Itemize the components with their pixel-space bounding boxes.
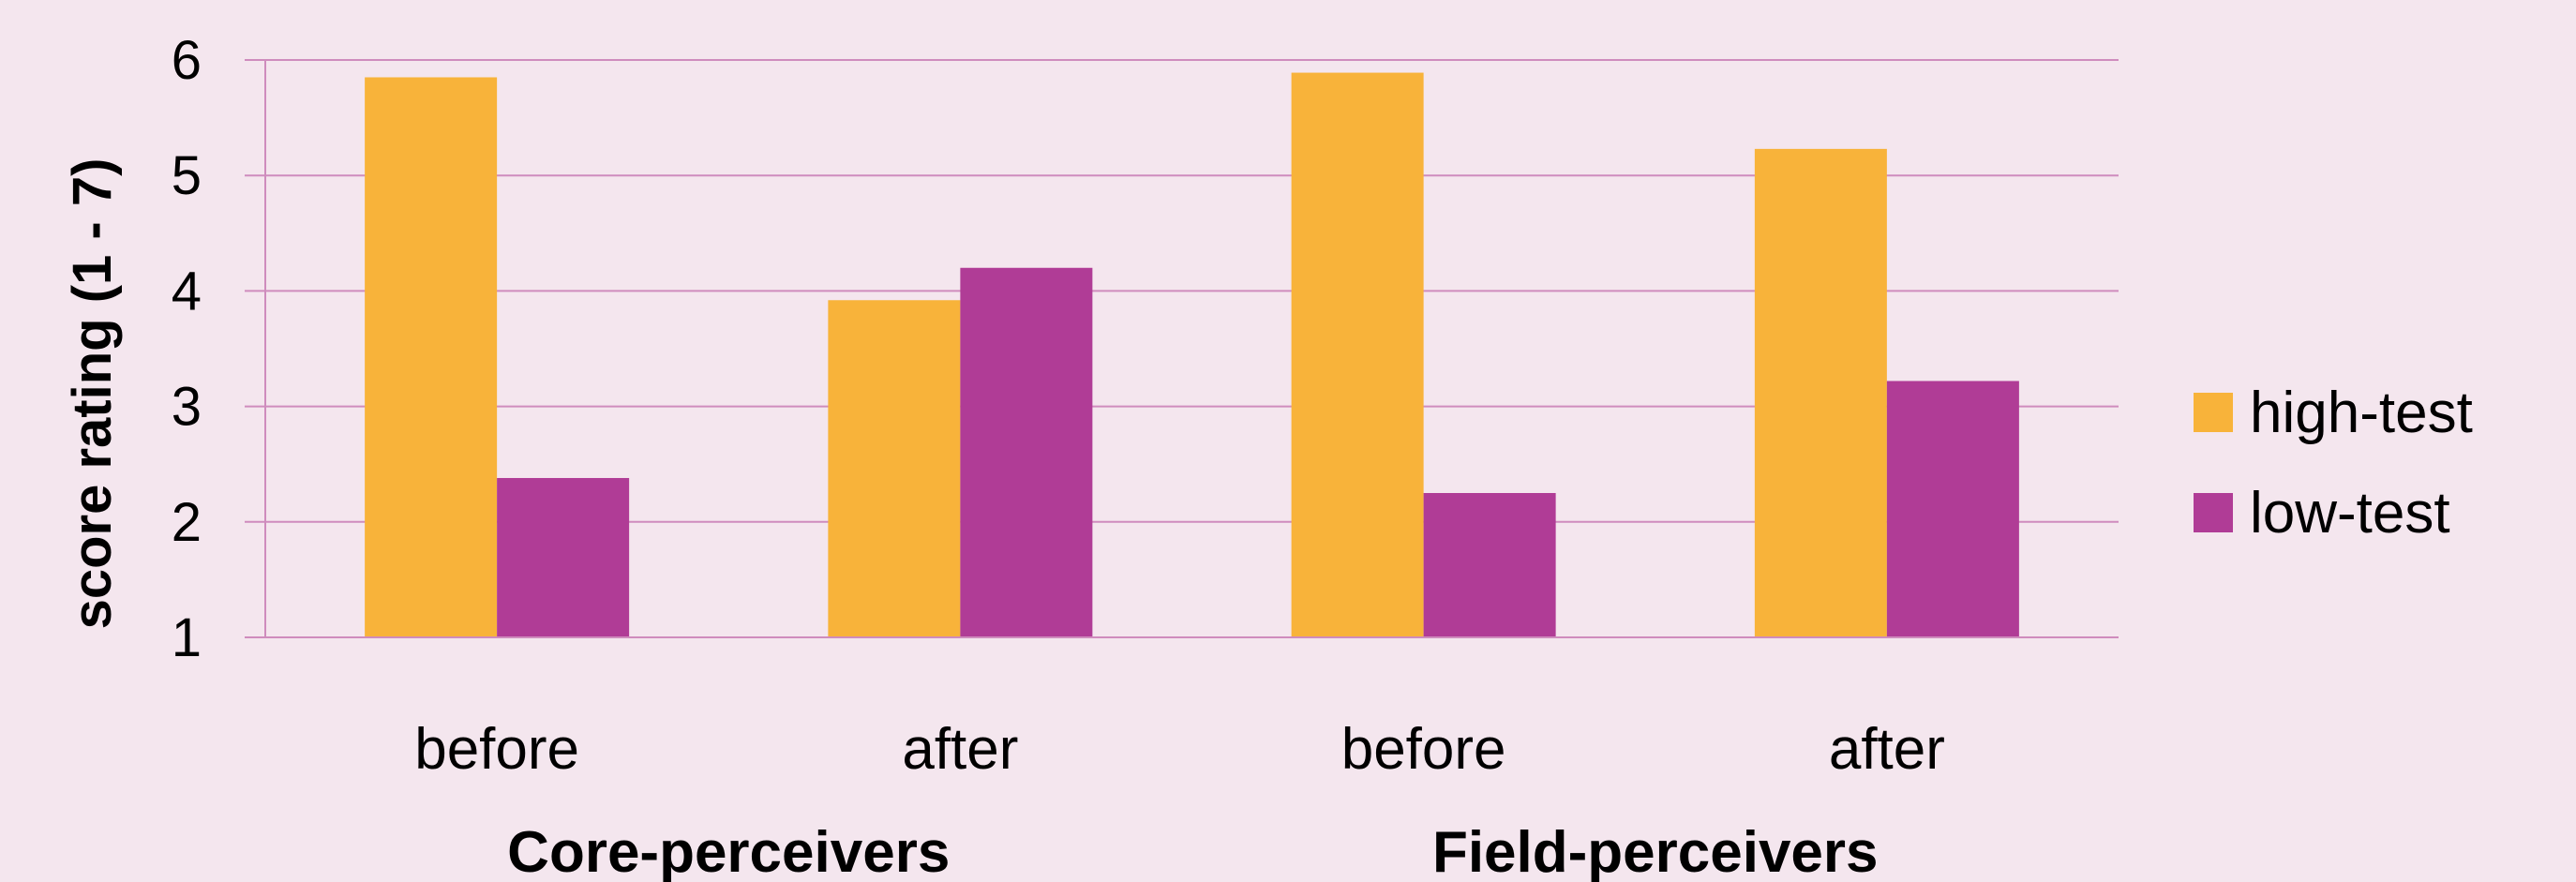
- bar-low-test-1: [497, 477, 630, 637]
- bar-high-test-2: [828, 300, 961, 637]
- legend-label-low-test: low-test: [2250, 481, 2450, 546]
- y-axis-label: score rating (1 - 7): [62, 158, 123, 630]
- x-category-label: after: [902, 717, 1018, 782]
- bar-high-test-3: [1291, 72, 1424, 637]
- legend-label-high-test: high-test: [2250, 381, 2473, 445]
- x-category-label: after: [1829, 717, 1945, 782]
- bar-low-test-3: [1423, 493, 1556, 637]
- x-category-label: before: [414, 717, 579, 782]
- y-tick-label: 1: [172, 607, 202, 668]
- y-tick-labels: 1 2 3 4 5 6: [172, 30, 202, 668]
- x-category-labels: before after before after: [414, 717, 1945, 782]
- legend-swatch-high-test: [2194, 393, 2233, 432]
- bar-low-test-4: [1886, 381, 2019, 637]
- y-tick-label: 3: [172, 377, 202, 438]
- bars: [365, 72, 2019, 638]
- x-category-label: before: [1341, 717, 1506, 782]
- legend-swatch-low-test: [2194, 493, 2233, 532]
- axes: [245, 59, 2119, 638]
- y-tick-label: 5: [172, 145, 202, 206]
- legend: high-test low-test: [2194, 381, 2473, 546]
- y-tick-label: 6: [172, 30, 202, 91]
- x-group-label: Field-perceivers: [1432, 820, 1879, 882]
- y-tick-label: 4: [172, 261, 202, 321]
- bar-low-test-2: [960, 267, 1093, 637]
- bar-high-test-1: [365, 77, 498, 638]
- x-group-labels: Core-perceivers Field-perceivers: [507, 820, 1878, 882]
- x-group-label: Core-perceivers: [507, 820, 950, 882]
- y-tick-label: 2: [172, 492, 202, 553]
- bar-high-test-4: [1754, 148, 1887, 637]
